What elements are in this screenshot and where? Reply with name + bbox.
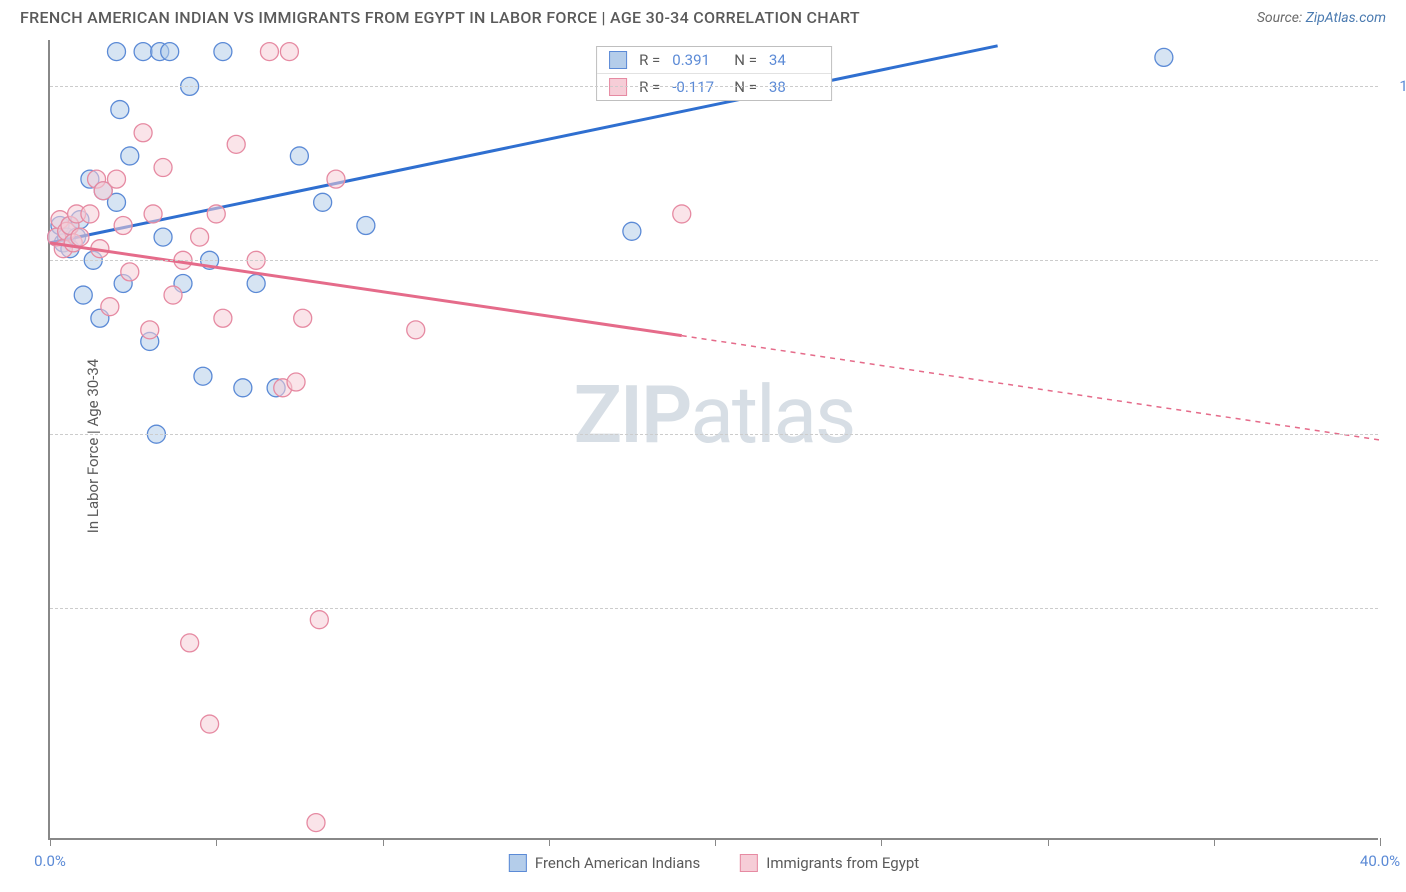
scatter-point-pink [207,205,225,223]
x-tick [383,838,384,846]
scatter-point-blue [194,367,212,385]
y-tick-label: 70.0% [1390,425,1406,443]
scatter-point-blue [161,43,179,61]
chart-plot-area: ZIPatlas R =0.391N =34R =-0.117N =38 Fre… [48,40,1378,840]
stats-swatch-icon [609,51,627,69]
legend-label: Immigrants from Egypt [766,854,919,872]
scatter-point-pink [673,205,691,223]
stats-r-value: 0.391 [672,51,722,69]
y-tick-label: 55.0% [1390,599,1406,617]
scatter-point-blue [1155,48,1173,66]
x-tick [715,838,716,846]
gridline-h [50,86,1378,87]
scatter-point-pink [307,814,325,832]
scatter-svg [50,40,1378,838]
scatter-point-pink [71,228,89,246]
scatter-point-pink [294,309,312,327]
title-bar: FRENCH AMERICAN INDIAN VS IMMIGRANTS FRO… [0,0,1406,33]
x-tick [216,838,217,846]
stats-r-label: R = [639,51,660,69]
scatter-point-pink [214,309,232,327]
stats-n-label: N = [734,51,757,69]
scatter-point-pink [287,373,305,391]
trend-line-ext-pink [682,336,1380,440]
stats-n-value: 34 [769,51,819,69]
scatter-point-pink [407,321,425,339]
x-tick [1048,838,1049,846]
x-tick-label: 40.0% [1360,852,1400,870]
source-prefix: Source: [1257,10,1306,26]
trend-line-blue [50,46,998,243]
scatter-point-pink [201,715,219,733]
scatter-point-blue [111,101,129,119]
legend-label: French American Indians [535,854,700,872]
scatter-point-pink [108,170,126,188]
scatter-point-blue [357,217,375,235]
scatter-point-blue [234,379,252,397]
scatter-point-pink [101,298,119,316]
scatter-point-pink [280,43,298,61]
gridline-h [50,260,1378,261]
scatter-point-pink [260,43,278,61]
legend-swatch-icon [509,854,527,872]
scatter-point-blue [108,43,126,61]
scatter-point-pink [181,634,199,652]
source-attribution: Source: ZipAtlas.com [1257,10,1386,26]
scatter-point-blue [134,43,152,61]
x-tick [549,838,550,846]
x-tick [1380,838,1381,846]
stats-row-blue: R = 0.391 N = 34 [597,47,831,73]
scatter-point-pink [121,263,139,281]
y-tick-label: 100.0% [1390,77,1406,95]
correlation-stats-box: R =0.391N =34R =-0.117N =38 [596,46,832,101]
scatter-point-blue [623,222,641,240]
legend-swatch-icon [740,854,758,872]
x-tick [881,838,882,846]
x-tick-label: 0.0% [34,852,66,870]
scatter-point-blue [314,193,332,211]
scatter-point-pink [144,205,162,223]
gridline-h [50,608,1378,609]
x-tick [1214,838,1215,846]
scatter-point-blue [74,286,92,304]
scatter-point-pink [164,286,182,304]
scatter-point-pink [134,124,152,142]
scatter-point-pink [310,611,328,629]
scatter-point-blue [290,147,308,165]
scatter-point-pink [327,170,345,188]
scatter-point-pink [141,321,159,339]
legend-bottom: French American Indians Immigrants from E… [509,854,919,872]
scatter-point-pink [191,228,209,246]
scatter-point-pink [154,159,172,177]
scatter-point-blue [247,274,265,292]
scatter-point-blue [121,147,139,165]
chart-title: FRENCH AMERICAN INDIAN VS IMMIGRANTS FRO… [20,8,860,27]
legend-item-blue: French American Indians [509,854,700,872]
scatter-point-pink [227,135,245,153]
gridline-h [50,434,1378,435]
scatter-point-blue [154,228,172,246]
x-tick [50,838,51,846]
scatter-point-blue [214,43,232,61]
source-link[interactable]: ZipAtlas.com [1306,10,1386,26]
y-tick-label: 85.0% [1390,251,1406,269]
scatter-point-pink [81,205,99,223]
scatter-point-pink [114,217,132,235]
legend-item-pink: Immigrants from Egypt [740,854,919,872]
